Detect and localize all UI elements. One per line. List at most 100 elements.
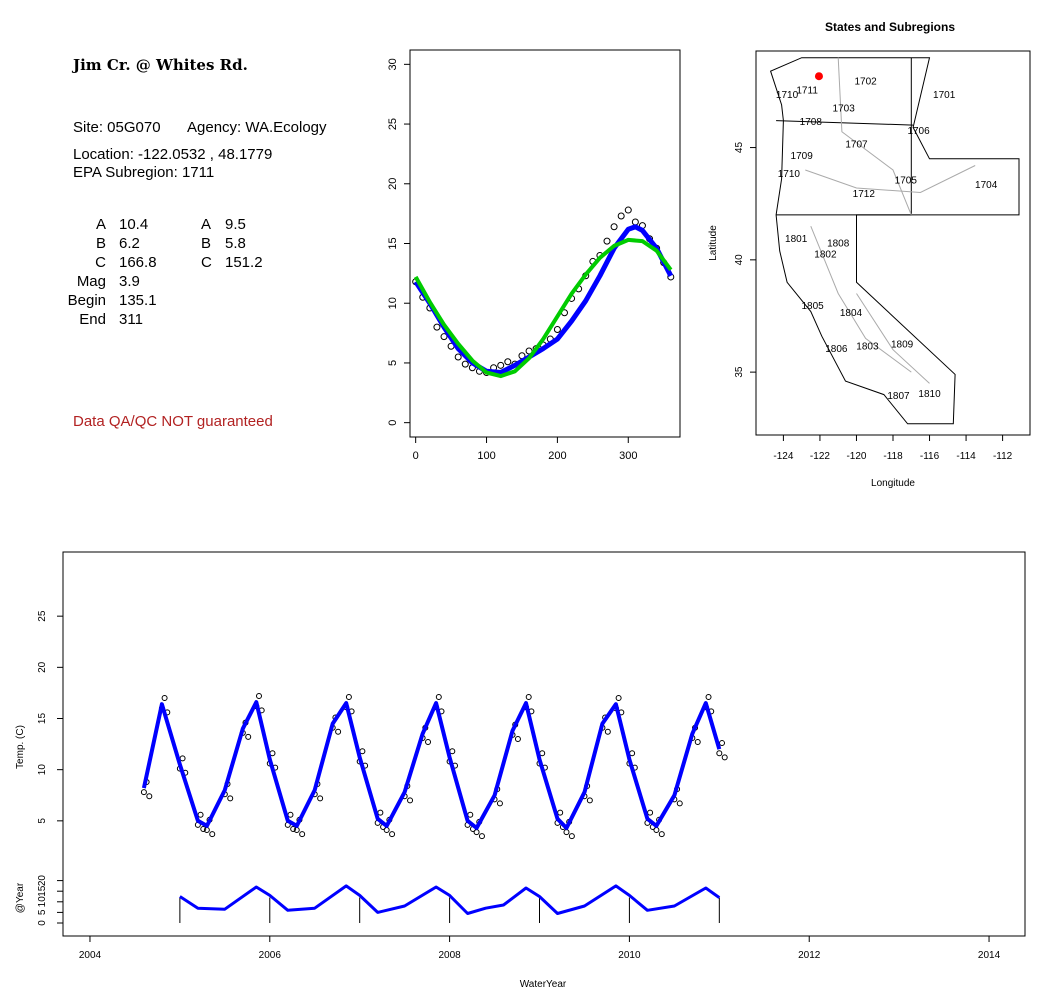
x-tick-label: 2010 xyxy=(618,950,641,961)
x-axis-label: WaterYear xyxy=(520,979,567,990)
data-point xyxy=(653,827,660,834)
x-tick-label: -114 xyxy=(956,451,976,462)
data-point xyxy=(563,829,570,836)
data-point xyxy=(716,750,723,757)
x-tick-label: 200 xyxy=(548,450,566,462)
y-tick-label: 25 xyxy=(37,610,48,622)
data-point xyxy=(631,218,639,226)
region-label: 1803 xyxy=(856,342,879,353)
data-point xyxy=(140,789,147,796)
data-point xyxy=(435,694,442,701)
data-point xyxy=(377,809,384,816)
map-title: States and Subregions xyxy=(825,20,955,34)
subregion-border xyxy=(837,57,912,216)
location: Location: -122.0532 , 48.1779 xyxy=(73,146,273,163)
param-label: A xyxy=(95,216,106,233)
data-point xyxy=(647,809,654,816)
param-label: B xyxy=(95,235,106,252)
data-point xyxy=(586,797,593,804)
qa-note: Data QA/QC NOT guaranteed xyxy=(73,413,273,430)
data-point xyxy=(197,811,204,818)
data-point xyxy=(255,692,262,699)
region-label: 1801 xyxy=(785,234,808,245)
param-label-2: A xyxy=(201,216,212,233)
data-point xyxy=(227,795,234,802)
x-tick-label: 0 xyxy=(413,450,419,462)
epa-subregion: EPA Subregion: 1711 xyxy=(73,164,215,181)
region-label: 1711 xyxy=(796,86,818,97)
data-point xyxy=(604,728,611,735)
fit-curve-blue xyxy=(413,224,674,375)
x-tick-label: 300 xyxy=(619,450,637,462)
region-label: 1807 xyxy=(887,391,910,402)
mini-fit-line xyxy=(179,884,721,915)
data-point xyxy=(245,733,252,740)
site-title: Jim Cr. @ Whites Rd. xyxy=(73,56,248,74)
param-value: 135.1 xyxy=(119,292,157,309)
data-point xyxy=(209,831,216,838)
data-point xyxy=(473,829,480,836)
data-point xyxy=(610,223,618,231)
temp-fit-line xyxy=(141,700,722,830)
data-point xyxy=(568,833,575,840)
param-label: End xyxy=(79,311,106,328)
data-point xyxy=(290,826,297,833)
subregion-border xyxy=(810,226,912,373)
param-label: Mag xyxy=(76,273,106,290)
param-label: C xyxy=(95,254,106,271)
y-tick-label: 25 xyxy=(387,118,399,130)
site-id: Site: 05G070 xyxy=(73,119,161,136)
y-tick-label: 15 xyxy=(387,237,399,249)
x-tick-label: -112 xyxy=(993,451,1013,462)
y-tick-label: 20 xyxy=(387,178,399,190)
region-label: 1709 xyxy=(791,151,814,162)
data-point xyxy=(287,811,294,818)
region-label: 1704 xyxy=(975,180,998,191)
region-label: 1710 xyxy=(778,169,801,180)
x-tick-label: -120 xyxy=(846,451,866,462)
y-axis-label: Temp. (C) xyxy=(15,725,26,769)
x-tick-label: -124 xyxy=(773,451,793,462)
param-value: 311 xyxy=(119,311,143,328)
data-point xyxy=(179,755,186,762)
param-value-2: 9.5 xyxy=(225,216,246,233)
param-label-2: C xyxy=(201,254,212,271)
y-axis-label: Latitude xyxy=(708,225,719,261)
agency: Agency: WA.Ecology xyxy=(187,119,327,136)
mini-y-tick-label: 5 xyxy=(37,909,48,915)
mini-y-axis-label: @Year xyxy=(15,882,26,913)
x-tick-label: 2006 xyxy=(259,950,282,961)
y-tick-label: 40 xyxy=(734,254,745,266)
data-point xyxy=(615,695,622,702)
plot-frame xyxy=(409,49,681,438)
data-point xyxy=(496,800,503,807)
x-tick-label: -116 xyxy=(920,451,940,462)
subregion-border xyxy=(856,293,930,384)
data-point xyxy=(345,694,352,701)
region-label: 1710 xyxy=(776,90,799,101)
x-axis-label: Longitude xyxy=(871,478,915,489)
x-tick-label: 2004 xyxy=(79,950,102,961)
region-label: 1712 xyxy=(853,189,876,200)
data-point xyxy=(317,795,324,802)
region-label: 1702 xyxy=(854,77,877,88)
param-value: 6.2 xyxy=(119,235,140,252)
region-label: 1802 xyxy=(814,250,837,261)
observations xyxy=(140,692,728,840)
region-label: 1705 xyxy=(895,175,918,186)
states-outline xyxy=(769,57,1020,425)
site-marker xyxy=(814,72,823,81)
region-label: 1707 xyxy=(845,140,868,151)
state-border xyxy=(776,120,914,126)
data-point xyxy=(525,694,532,701)
data-point xyxy=(454,353,462,361)
y-tick-label: 10 xyxy=(37,764,48,776)
annual-cycle-chart: 0 100 200 300 0 5 10 15 20 25 30 xyxy=(387,49,681,462)
y-tick-label: 0 xyxy=(387,420,399,426)
param-label: Begin xyxy=(67,292,106,309)
data-point xyxy=(161,695,168,702)
region-label: 1706 xyxy=(907,126,930,137)
data-point xyxy=(694,739,701,746)
data-point xyxy=(433,323,441,331)
data-point xyxy=(478,833,485,840)
